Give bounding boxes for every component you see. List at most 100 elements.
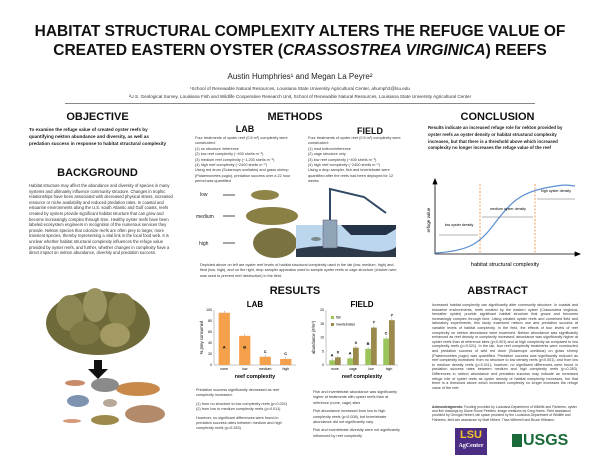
field-heading: FIELD bbox=[357, 126, 383, 136]
lab-methods-text: Four treatments of oyster reef (0.5 m²) … bbox=[195, 136, 300, 185]
label-high: high bbox=[199, 241, 209, 247]
diagram-x-label: habitat structural complexity bbox=[471, 262, 539, 268]
y-tick-label: 20 bbox=[208, 352, 212, 356]
x-tick-label: none bbox=[331, 367, 339, 371]
background-text: Habitat structure may affect the abundan… bbox=[29, 183, 173, 256]
bar bbox=[389, 320, 395, 365]
field-item: (2) cage structure only bbox=[308, 152, 346, 157]
significance-letter: A bbox=[349, 350, 352, 355]
x-axis-label: reef complexity bbox=[342, 374, 383, 380]
y-tick-label: 40 bbox=[208, 341, 212, 345]
y-axis-label: abundance (#/m²) bbox=[311, 320, 316, 354]
objective-heading: OBJECTIVE bbox=[66, 111, 129, 123]
y-tick-label: 0 bbox=[322, 363, 324, 367]
significance-letter: X bbox=[337, 349, 340, 354]
significance-letter: C bbox=[264, 349, 267, 354]
fish-icon bbox=[311, 237, 321, 241]
shrimp-icon bbox=[65, 380, 85, 386]
arrow-down-icon bbox=[88, 360, 108, 379]
field-result: Fish abundance increased from low to hig… bbox=[313, 409, 387, 425]
bar bbox=[335, 357, 341, 365]
arrow-right-icon bbox=[223, 194, 235, 244]
sheepshead-icon bbox=[91, 378, 119, 392]
field-item: (1) mud bottom/reference bbox=[308, 146, 351, 151]
abstract-text: Increased habitat complexity can signifi… bbox=[432, 303, 578, 390]
legend-label: fish bbox=[336, 316, 341, 320]
chart-title: FIELD bbox=[350, 300, 373, 309]
significance-letter: C bbox=[284, 351, 287, 356]
conclusion-heading: CONCLUSION bbox=[460, 111, 535, 123]
lab-item: (4) high reef complexity (~2400 shells m… bbox=[195, 163, 267, 168]
field-intro: Four treatments of oyster reef (0.5 m²) … bbox=[308, 136, 401, 146]
x-axis-label: reef complexity bbox=[235, 374, 276, 380]
y-tick-label: 10 bbox=[320, 336, 324, 340]
diagram-y-label: refuge value bbox=[426, 207, 431, 232]
low-reef-image bbox=[251, 190, 279, 200]
acknowledgments: Acknowledgments: Funding provided by Lou… bbox=[432, 405, 578, 422]
y-axis-label: % prey consumed bbox=[199, 320, 204, 354]
affiliation-1: ¹School of Renewable Natural Resources, … bbox=[190, 86, 410, 91]
bar bbox=[218, 312, 230, 365]
poster-title: HABITAT STRUCTURAL COMPLEXITY ALTERS THE… bbox=[0, 22, 600, 60]
bar bbox=[259, 356, 271, 365]
significance-letter: C bbox=[385, 331, 388, 336]
agcenter-logo-text: AgCenter bbox=[458, 443, 484, 449]
snail-icon bbox=[103, 399, 117, 407]
chart-title: LAB bbox=[247, 300, 264, 309]
field-result: Fish and invertebrate abundance was sign… bbox=[313, 390, 398, 405]
usgs-wave-icon bbox=[512, 434, 522, 447]
bar bbox=[353, 347, 359, 365]
usgs-logo-text: USGS bbox=[523, 432, 569, 449]
legend-label: invertebrates bbox=[336, 323, 355, 327]
oyster-reef-cluster-icon bbox=[46, 288, 150, 355]
methods-caption: Depicted above on left are oyster reef l… bbox=[200, 263, 397, 278]
lab-bar-chart: LAB 0 20 40 60 80 100 none low medium high reef com… bbox=[199, 300, 296, 380]
significance-letter: X bbox=[355, 340, 358, 345]
bar bbox=[239, 335, 251, 365]
zone-high: high oyster density bbox=[541, 189, 571, 193]
label-low: low bbox=[200, 192, 208, 198]
oyster-reef-nekton-illustration bbox=[46, 288, 165, 425]
ack-label: Acknowledgments: bbox=[432, 405, 464, 409]
methods-heading: METHODS bbox=[267, 111, 323, 123]
lab-result: (2) from low to medium complexity reefs … bbox=[196, 407, 281, 412]
results-heading: RESULTS bbox=[269, 285, 321, 297]
lab-item: (2) low reef complexity (~400 shells m⁻²… bbox=[195, 152, 264, 157]
lsu-logo-text: LSU bbox=[460, 429, 482, 441]
zone-medium: medium oyster density bbox=[490, 207, 526, 211]
bar bbox=[383, 338, 389, 365]
usgs-logo: USGS bbox=[512, 432, 568, 450]
x-tick-label: medium bbox=[259, 367, 272, 371]
lab-results-text: Predation success significantly decrease… bbox=[196, 388, 294, 432]
y-tick-label: 20 bbox=[320, 308, 324, 312]
bar bbox=[280, 358, 292, 365]
field-result: Fish and invertebrate diversity were not… bbox=[313, 428, 400, 438]
field-outro: Using a drop sampler, fish and invertebr… bbox=[308, 168, 394, 184]
x-tick-label: none bbox=[220, 367, 228, 371]
legend-swatch bbox=[331, 323, 334, 326]
abstract-heading: ABSTRACT bbox=[467, 285, 528, 297]
bar bbox=[347, 358, 353, 365]
title-line-2: CREATED EASTERN OYSTER ( bbox=[53, 42, 283, 59]
title-line-2-end: ) REEFS bbox=[485, 42, 547, 59]
title-divider bbox=[65, 103, 535, 104]
title-line-1: HABITAT STRUCTURAL COMPLEXITY ALTERS THE… bbox=[34, 23, 566, 40]
bar bbox=[329, 360, 335, 365]
ack-text: Funding provided by Louisiana Department… bbox=[432, 405, 577, 422]
field-methods-text: Four treatments of oyster reef (0.5 m²) … bbox=[308, 136, 403, 185]
medium-reef-image bbox=[246, 207, 298, 225]
x-tick-label: high bbox=[386, 367, 393, 371]
y-tick-label: 0 bbox=[210, 363, 212, 367]
x-tick-label: cage bbox=[349, 367, 357, 371]
bar bbox=[371, 327, 377, 365]
affiliation-2: ²U.S. Geological Survey, Louisiana Fish … bbox=[128, 94, 472, 99]
field-item: (3) low reef complexity (~400 shells m⁻²… bbox=[308, 157, 377, 162]
y-tick-label: 60 bbox=[208, 330, 212, 334]
lab-result: (1) from no structure to low complexity … bbox=[196, 401, 288, 406]
authors: Austin Humphries¹ and Megan La Peyre² bbox=[227, 72, 373, 81]
y-tick-label: 80 bbox=[208, 319, 212, 323]
significance-letter: B bbox=[243, 345, 246, 350]
y-tick-label: 100 bbox=[206, 308, 212, 312]
drop-sampler-illustration bbox=[296, 187, 396, 257]
x-tick-label: low bbox=[242, 367, 248, 371]
